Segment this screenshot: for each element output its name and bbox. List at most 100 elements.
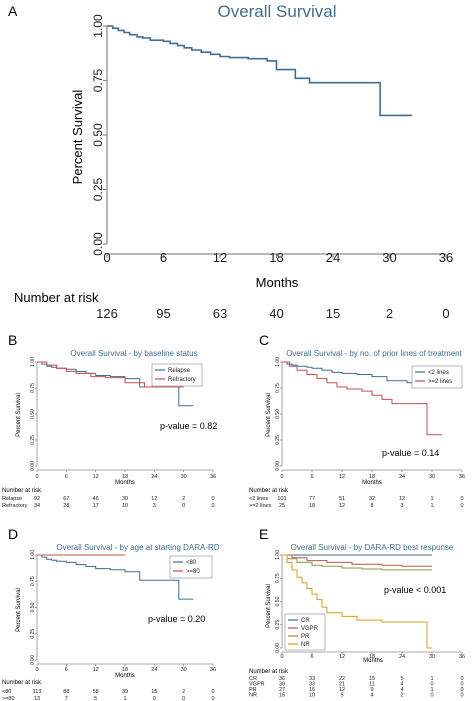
x-tick-label: 30	[181, 667, 187, 673]
panel-e: E Overall Survival - by DARA-RD best res…	[249, 526, 465, 699]
panel-e-pvalue: p-value < 0.001	[384, 585, 446, 595]
x-tick-label: 18	[369, 654, 375, 660]
risk-count: 88	[63, 689, 69, 695]
risk-count: 3	[400, 503, 403, 509]
y-tick-label: 0.50	[30, 409, 36, 419]
x-tick-label: 12	[339, 654, 345, 660]
x-tick-label: 30	[429, 474, 435, 480]
y-tick-label: 0.75	[275, 573, 281, 583]
risk-count: 63	[213, 306, 227, 321]
risk-count: 2	[182, 496, 185, 502]
panel-d-xlabel: Months	[115, 673, 135, 679]
risk-row-name: <2 lines	[249, 496, 268, 502]
risk-count: 12	[339, 687, 345, 693]
risk-count: 16	[279, 693, 285, 699]
survival-curve-relapse	[37, 361, 194, 407]
risk-count: 12	[399, 496, 405, 502]
panel-c-label: C	[259, 332, 269, 348]
risk-count: 28	[63, 503, 69, 509]
panel-c-risk-title: Number at risk	[249, 488, 289, 494]
x-tick-label: 12	[339, 474, 345, 480]
legend-entry: NR	[301, 642, 310, 648]
x-tick-label: 12	[93, 667, 99, 673]
x-tick-label: 0	[103, 250, 110, 265]
risk-count: 0	[211, 496, 214, 502]
risk-count: 15	[369, 676, 375, 682]
x-tick-label: 6	[65, 474, 68, 480]
x-tick-label: 18	[369, 474, 375, 480]
x-tick-label: 36	[439, 250, 453, 265]
risk-row-name: <80	[2, 689, 11, 695]
survival-curve-overall	[107, 25, 413, 117]
risk-count: 46	[93, 496, 99, 502]
x-tick-label: 12	[93, 474, 99, 480]
y-tick-label: 0.00	[275, 643, 281, 653]
y-tick-label: 0.50	[30, 602, 36, 612]
panel-b-label: B	[8, 332, 17, 348]
y-tick-label: 0.50	[275, 409, 281, 419]
risk-count: 1	[430, 496, 433, 502]
panel-a-ylabel: Percent Survival	[70, 90, 85, 185]
panel-a-plot: 0.00 0.25 0.50 0.75 1.00 0 6 12 18 24 30 36	[91, 14, 453, 265]
risk-count: 58	[93, 689, 99, 695]
x-tick-label: 36	[210, 474, 216, 480]
panel-b-risk-title: Number at risk	[2, 488, 42, 494]
panel-a-title: Overall Survival	[217, 2, 336, 21]
risk-count: 25	[279, 503, 285, 509]
y-tick-label: 1.00	[30, 357, 36, 367]
risk-count: 13	[34, 696, 40, 701]
risk-count: 0	[430, 693, 433, 699]
risk-count: 39	[122, 689, 128, 695]
y-tick-label: 1.00	[275, 550, 281, 560]
risk-count: 34	[34, 503, 40, 509]
x-tick-label: 0	[280, 474, 283, 480]
risk-count: 0	[153, 696, 156, 701]
risk-count: 0	[460, 496, 463, 502]
panel-c-legend: <2 lines >=2 lines	[411, 365, 463, 389]
risk-count: 10	[309, 693, 315, 699]
panel-c-ylabel: Percent Survival	[266, 393, 272, 437]
risk-row-name: Refractory	[2, 503, 28, 509]
risk-count: 0	[211, 696, 214, 701]
survival-curve--2-lines	[282, 361, 442, 436]
panel-d-risk-table: <80 113 88 58 39 15 2 0>=80 13 7 5 1 0 0 0	[2, 689, 215, 701]
panel-d-pvalue: p-value = 0.20	[148, 614, 205, 624]
risk-count: 27	[279, 687, 285, 693]
y-tick-label: 0.25	[275, 620, 281, 630]
risk-count: 32	[369, 496, 375, 502]
panel-d-ylabel: Percent Survival	[16, 588, 22, 632]
risk-count: 0	[442, 306, 449, 321]
risk-count: 0	[460, 682, 463, 688]
y-tick-label: 0.50	[91, 123, 105, 147]
risk-count: 5	[94, 696, 97, 701]
risk-count: 4	[400, 682, 403, 688]
panel-d-title: Overall Survival - by age at starting DA…	[56, 543, 219, 552]
risk-count: 67	[63, 496, 69, 502]
legend-entry: <80	[186, 560, 197, 566]
x-tick-label: 18	[269, 250, 283, 265]
y-tick-label: 1.00	[30, 550, 36, 560]
panel-e-label: E	[259, 526, 268, 542]
x-tick-label: 36	[459, 654, 465, 660]
risk-count: 15	[151, 689, 157, 695]
risk-count: 11	[369, 682, 375, 688]
y-tick-label: 0.00	[30, 655, 36, 665]
panel-e-xlabel: Months	[363, 658, 383, 664]
panel-e-risk-title: Number at risk	[249, 669, 289, 675]
panel-b-title: Overall Survival - by baseline status	[70, 349, 197, 358]
legend-entry: Refractory	[168, 377, 196, 383]
panel-d-label: D	[8, 526, 18, 542]
x-tick-label: 6	[65, 667, 68, 673]
risk-count: 101	[277, 496, 286, 502]
y-tick-label: 0.00	[91, 232, 105, 256]
risk-count: 2	[400, 693, 403, 699]
panel-e-title: Overall Survival - by DARA-RD best respo…	[291, 543, 454, 552]
x-tick-label: 24	[399, 654, 405, 660]
survival-curve-pr	[282, 554, 432, 571]
x-tick-label: 30	[181, 474, 187, 480]
risk-count: 22	[339, 676, 345, 682]
panel-c-pvalue: p-value = 0.14	[382, 448, 439, 458]
risk-count: 1	[430, 687, 433, 693]
risk-count: 39	[279, 682, 285, 688]
